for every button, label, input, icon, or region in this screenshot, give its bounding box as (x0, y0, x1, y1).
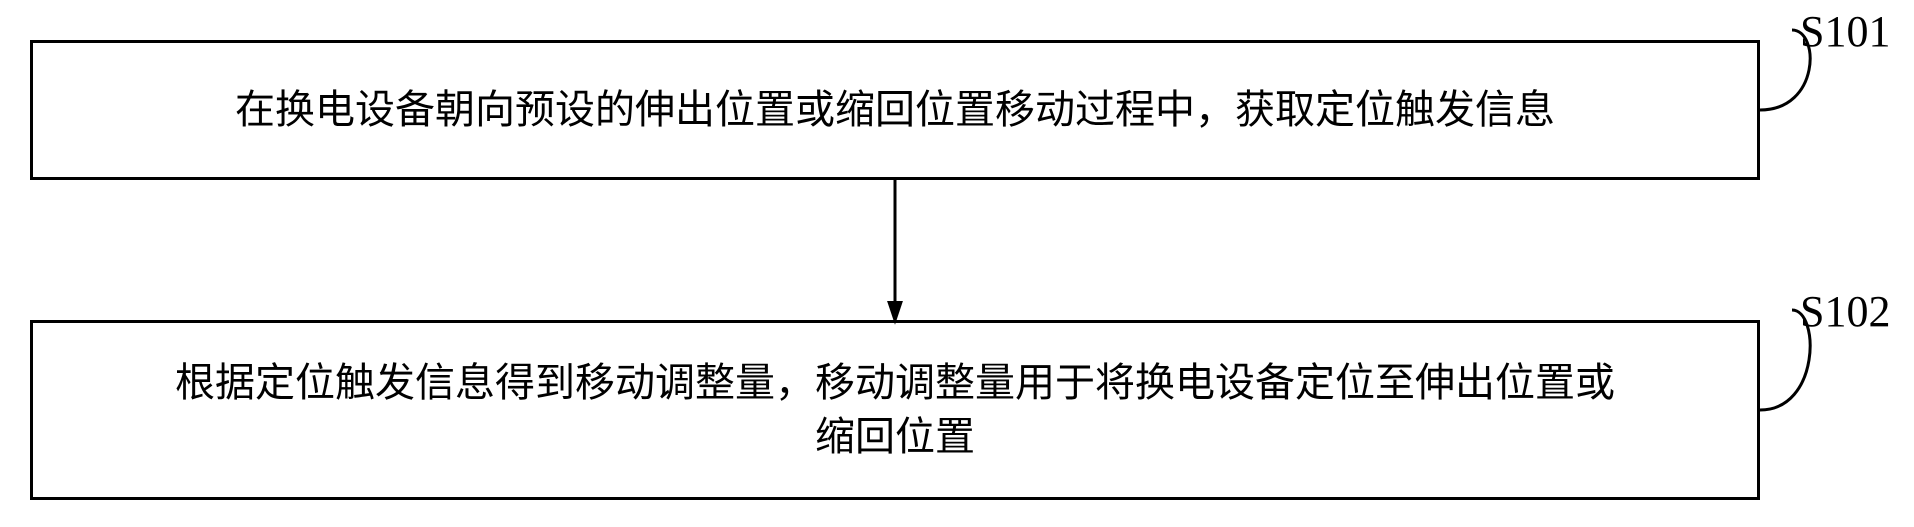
flowchart-canvas: 在换电设备朝向预设的伸出位置或缩回位置移动过程中，获取定位触发信息 根据定位触发… (0, 0, 1914, 527)
flow-node-s101: 在换电设备朝向预设的伸出位置或缩回位置移动过程中，获取定位触发信息 (30, 40, 1760, 180)
step-label-s102: S102 (1800, 286, 1890, 337)
flow-node-s102: 根据定位触发信息得到移动调整量，移动调整量用于将换电设备定位至伸出位置或 缩回位… (30, 320, 1760, 500)
flow-node-s101-text: 在换电设备朝向预设的伸出位置或缩回位置移动过程中，获取定位触发信息 (235, 83, 1555, 137)
flow-node-s102-text: 根据定位触发信息得到移动调整量，移动调整量用于将换电设备定位至伸出位置或 缩回位… (175, 356, 1615, 464)
step-label-s101: S101 (1800, 6, 1890, 57)
